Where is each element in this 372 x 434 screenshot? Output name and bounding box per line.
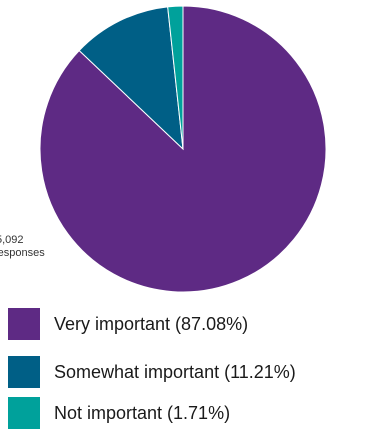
- legend-item-not-important: Not important (1.71%): [8, 396, 230, 430]
- legend-item-very-important: Very important (87.08%): [8, 307, 248, 341]
- legend-label-somewhat-important: Somewhat important (11.21%): [54, 361, 296, 382]
- legend-swatch-somewhat-important: [8, 356, 40, 388]
- legend-item-somewhat-important: Somewhat important (11.21%): [8, 355, 296, 389]
- legend-label-not-important: Not important (1.71%): [54, 402, 231, 423]
- pie-slice-very-important: [39, 5, 327, 293]
- pie-slice-somewhat-important: [78, 6, 184, 151]
- legend-swatch-very-important: [8, 308, 40, 340]
- responses-count: 5,092: [0, 234, 24, 246]
- pie-slices: [39, 5, 327, 293]
- pie-slice-not-important: [167, 5, 184, 150]
- responses-label: responses: [0, 247, 45, 259]
- legend-swatch-not-important: [8, 397, 40, 429]
- legend-label-very-important: Very important (87.08%): [54, 313, 249, 334]
